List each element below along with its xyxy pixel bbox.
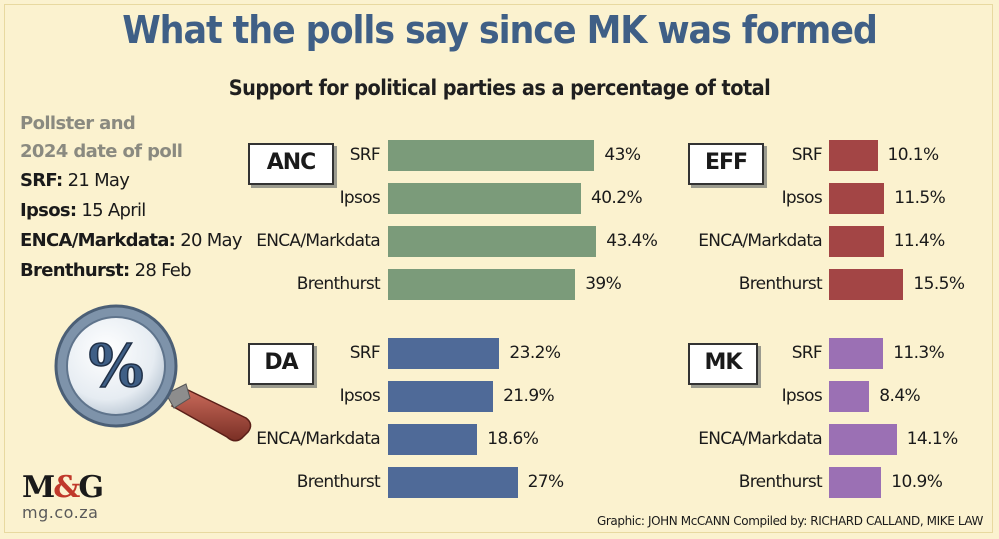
legend-date: 20 May [180, 230, 242, 251]
bar-eff [829, 140, 878, 171]
bar-eff [829, 183, 885, 214]
percent-symbol: % [88, 332, 143, 400]
category-label: Ipsos [781, 386, 823, 406]
legend-item-srf: SRF: 21 May [20, 166, 260, 196]
party-label-anc: ANC [248, 143, 334, 185]
legend-heading-line1: Pollster and [20, 113, 136, 134]
category-label: Brenthurst [738, 274, 823, 294]
data-label: 8.4% [879, 386, 921, 406]
category-label: ENCA/Markdata [256, 429, 380, 449]
category-label: SRF [349, 145, 381, 165]
category-label: ENCA/Markdata [698, 429, 822, 449]
category-label: Brenthurst [738, 472, 823, 492]
data-label: 14.1% [906, 429, 959, 449]
magnifier-handle [165, 383, 252, 442]
logo-m: M [22, 470, 55, 505]
category-label: Ipsos [781, 188, 823, 208]
bar-da [388, 467, 518, 498]
legend-pollster: Brenthurst: [20, 260, 130, 281]
magnifier-lens [66, 316, 166, 416]
pollster-legend: Pollster and 2024 date of poll SRF: 21 M… [20, 110, 260, 286]
legend-date: 21 May [67, 170, 130, 191]
legend-date: 15 April [81, 200, 146, 221]
legend-pollster: SRF: [20, 170, 63, 191]
legend-heading-line2: 2024 date of poll [20, 141, 183, 162]
bar-da [388, 338, 500, 369]
bar-anc [388, 269, 576, 300]
chart-subtitle: Support for political parties as a perce… [228, 76, 771, 100]
data-label: 10.1% [887, 145, 940, 165]
category-label: Brenthurst [296, 472, 381, 492]
logo-amp: & [53, 470, 80, 505]
legend-item-ipsos: Ipsos: 15 April [20, 196, 260, 226]
logo-url: mg.co.za [22, 503, 99, 522]
bar-anc [388, 140, 595, 171]
category-label: Brenthurst [296, 274, 381, 294]
category-label: Ipsos [339, 386, 381, 406]
party-label-eff: EFF [688, 143, 764, 185]
mg-logo: M&G mg.co.za [22, 470, 104, 522]
data-label: 10.9% [891, 472, 943, 492]
bar-mk [829, 338, 884, 369]
category-label: ENCA/Markdata [698, 231, 822, 251]
data-label: 23.2% [509, 343, 561, 363]
legend-pollster: Ipsos: [20, 200, 77, 221]
graphic-credit: Graphic: JOHN McCANN Compiled by: RICHAR… [596, 514, 983, 528]
bar-mk [829, 424, 897, 455]
data-label: 40.2% [591, 188, 643, 208]
data-label: 15.5% [913, 274, 965, 294]
data-label: 43% [604, 145, 641, 165]
data-label: 11.4% [893, 231, 946, 251]
category-label: SRF [791, 145, 823, 165]
party-label-mk: MK [688, 343, 758, 385]
data-label: 39% [585, 274, 622, 294]
data-label: 21.9% [503, 386, 555, 406]
legend-date: 28 Feb [134, 260, 192, 281]
data-label: 27% [527, 472, 565, 492]
legend-item-enca: ENCA/Markdata: 20 May [20, 226, 260, 256]
bar-anc [388, 183, 581, 214]
party-label-da: DA [248, 343, 314, 385]
bar-da [388, 424, 478, 455]
category-label: SRF [791, 343, 823, 363]
data-label: 11.3% [893, 343, 945, 363]
legend-pollster: ENCA/Markdata: [20, 230, 176, 251]
chart-title: What the polls say since MK was formed [122, 8, 878, 52]
magnifying-glass-icon: % [54, 304, 252, 442]
bar-eff [829, 226, 884, 257]
legend-item-brenthurst: Brenthurst: 28 Feb [20, 256, 260, 286]
bar-da [388, 381, 494, 412]
category-label: SRF [349, 343, 381, 363]
bar-eff [829, 269, 904, 300]
data-label: 43.4% [606, 231, 658, 251]
bar-anc [388, 226, 597, 257]
logo-g: G [78, 470, 104, 505]
category-label: ENCA/Markdata [256, 231, 380, 251]
bar-mk [829, 467, 882, 498]
data-label: 18.6% [487, 429, 539, 449]
graphic-frame [4, 4, 993, 533]
data-label: 11.5% [894, 188, 946, 208]
mg-logo-mark: M&G [22, 470, 104, 505]
bar-mk [829, 381, 870, 412]
category-label: Ipsos [339, 188, 381, 208]
